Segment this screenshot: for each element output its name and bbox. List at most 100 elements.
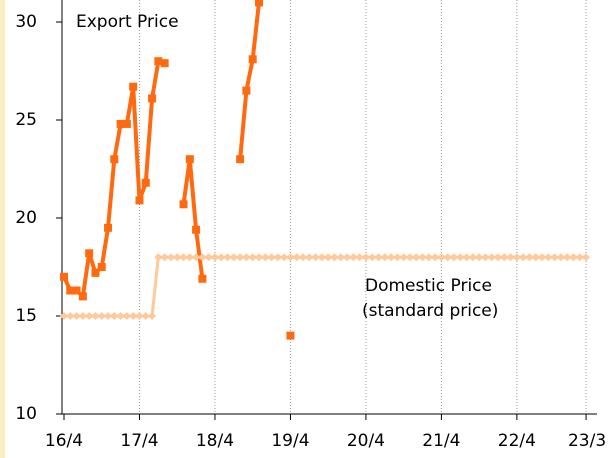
marker <box>506 253 515 262</box>
marker <box>160 59 169 68</box>
marker <box>129 82 138 91</box>
marker <box>97 312 106 320</box>
marker <box>217 253 226 262</box>
annotation: Domestic Price <box>365 276 492 296</box>
marker <box>179 200 188 209</box>
marker <box>148 312 157 320</box>
marker <box>104 223 113 232</box>
marker <box>280 253 289 262</box>
marker <box>78 292 87 301</box>
marker <box>254 253 263 262</box>
marker <box>116 119 125 128</box>
marker <box>261 253 270 262</box>
annotation: (standard price) <box>362 301 498 321</box>
marker <box>192 253 201 262</box>
marker <box>299 253 308 262</box>
marker <box>443 253 452 262</box>
marker <box>343 253 352 262</box>
marker <box>494 253 503 262</box>
marker <box>236 253 245 262</box>
marker <box>361 253 370 262</box>
marker <box>418 253 427 262</box>
y-tick-label: 20 <box>15 208 37 228</box>
marker <box>449 253 458 262</box>
marker <box>393 253 402 262</box>
marker <box>129 312 138 320</box>
marker <box>531 253 540 262</box>
marker <box>525 253 534 262</box>
marker <box>248 55 257 64</box>
y-tick-label: 15 <box>15 306 37 326</box>
marker <box>154 253 163 262</box>
marker <box>500 253 509 262</box>
marker <box>267 253 276 262</box>
marker <box>330 253 339 262</box>
marker <box>148 94 157 103</box>
marker <box>569 253 578 262</box>
marker <box>512 253 521 262</box>
marker <box>60 272 68 281</box>
marker <box>336 253 345 262</box>
series-line <box>64 2 290 335</box>
marker <box>104 312 113 320</box>
marker <box>556 253 565 262</box>
x-tick-label: 17/4 <box>120 431 158 451</box>
marker <box>91 268 100 277</box>
marker <box>110 312 119 320</box>
marker <box>563 253 572 262</box>
marker <box>387 253 396 262</box>
marker <box>85 312 94 320</box>
marker <box>481 253 490 262</box>
marker <box>122 119 131 128</box>
marker <box>317 253 326 262</box>
marker <box>97 263 106 271</box>
marker <box>550 253 559 262</box>
marker <box>141 178 150 187</box>
marker <box>368 253 377 262</box>
marker <box>292 253 301 262</box>
marker <box>185 155 194 164</box>
x-tick-label: 22/4 <box>498 431 536 451</box>
marker <box>405 253 414 262</box>
marker <box>475 253 484 262</box>
marker <box>198 253 207 262</box>
marker <box>437 253 446 262</box>
marker <box>91 312 100 320</box>
marker <box>355 253 364 262</box>
marker <box>311 253 320 262</box>
marker <box>66 312 75 320</box>
marker <box>538 253 547 262</box>
marker <box>424 253 433 262</box>
marker <box>286 331 295 340</box>
marker <box>160 253 169 262</box>
marker <box>305 253 314 262</box>
marker <box>85 249 94 258</box>
marker <box>431 253 440 262</box>
marker <box>166 253 175 262</box>
marker <box>286 253 295 262</box>
marker <box>179 253 188 262</box>
marker <box>173 253 182 262</box>
marker <box>242 253 251 262</box>
marker <box>72 312 81 320</box>
marker <box>582 253 591 262</box>
series-line <box>64 255 587 318</box>
marker <box>519 253 528 262</box>
marker <box>78 312 87 320</box>
x-tick-label: 16/4 <box>45 431 83 451</box>
marker <box>462 253 471 262</box>
marker <box>456 253 465 262</box>
marker <box>242 86 251 95</box>
marker <box>141 312 150 320</box>
y-tick-label: 10 <box>15 404 37 424</box>
x-tick-label: 20/4 <box>347 431 385 451</box>
marker <box>192 225 201 234</box>
marker <box>349 253 358 262</box>
marker <box>374 253 383 262</box>
marker <box>135 312 144 320</box>
marker <box>248 253 257 262</box>
marker <box>185 253 194 262</box>
side-strip <box>0 0 5 458</box>
marker <box>66 286 75 295</box>
